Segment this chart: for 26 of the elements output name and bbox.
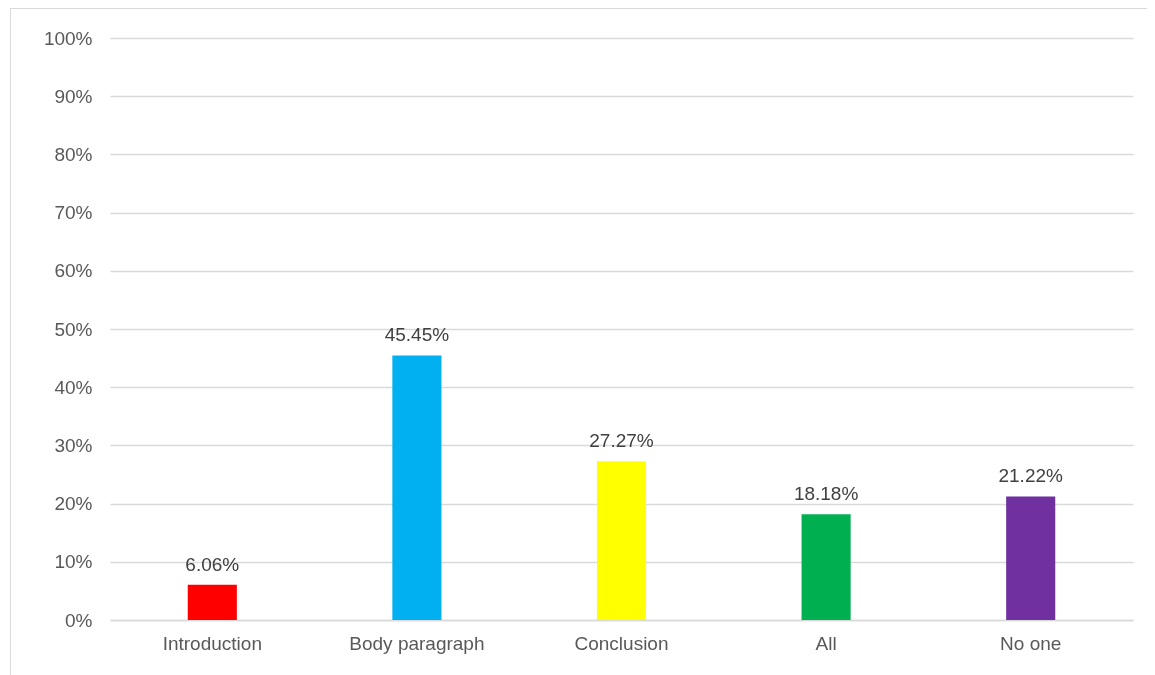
x-tick-label: No one <box>1000 632 1062 654</box>
bar <box>596 461 647 620</box>
y-tick-label: 90% <box>54 85 93 107</box>
y-tick-label: 80% <box>54 143 93 165</box>
x-tick-label: All <box>815 632 837 654</box>
y-tick-label: 40% <box>54 376 93 398</box>
bar <box>392 355 442 620</box>
x-tick-label: Introduction <box>162 632 262 654</box>
y-tick-label: 10% <box>54 551 93 573</box>
data-label: 6.06% <box>185 553 240 575</box>
y-tick-label: 0% <box>65 609 93 631</box>
y-tick-label: 100% <box>43 27 93 49</box>
data-label: 21.22% <box>998 465 1064 487</box>
data-label: 45.45% <box>384 324 450 346</box>
bar <box>801 514 851 620</box>
x-tick-label: Conclusion <box>574 632 669 654</box>
y-tick-label: 70% <box>54 202 93 224</box>
bar <box>187 584 237 620</box>
y-tick-label: 60% <box>54 260 93 282</box>
data-label: 18.18% <box>793 483 859 505</box>
bar <box>1006 496 1056 620</box>
y-tick-label: 50% <box>54 318 93 340</box>
y-tick-label: 20% <box>54 493 93 515</box>
data-label: 27.27% <box>589 430 654 452</box>
x-tick-label: Body paragraph <box>349 632 485 654</box>
y-tick-label: 30% <box>54 434 93 456</box>
